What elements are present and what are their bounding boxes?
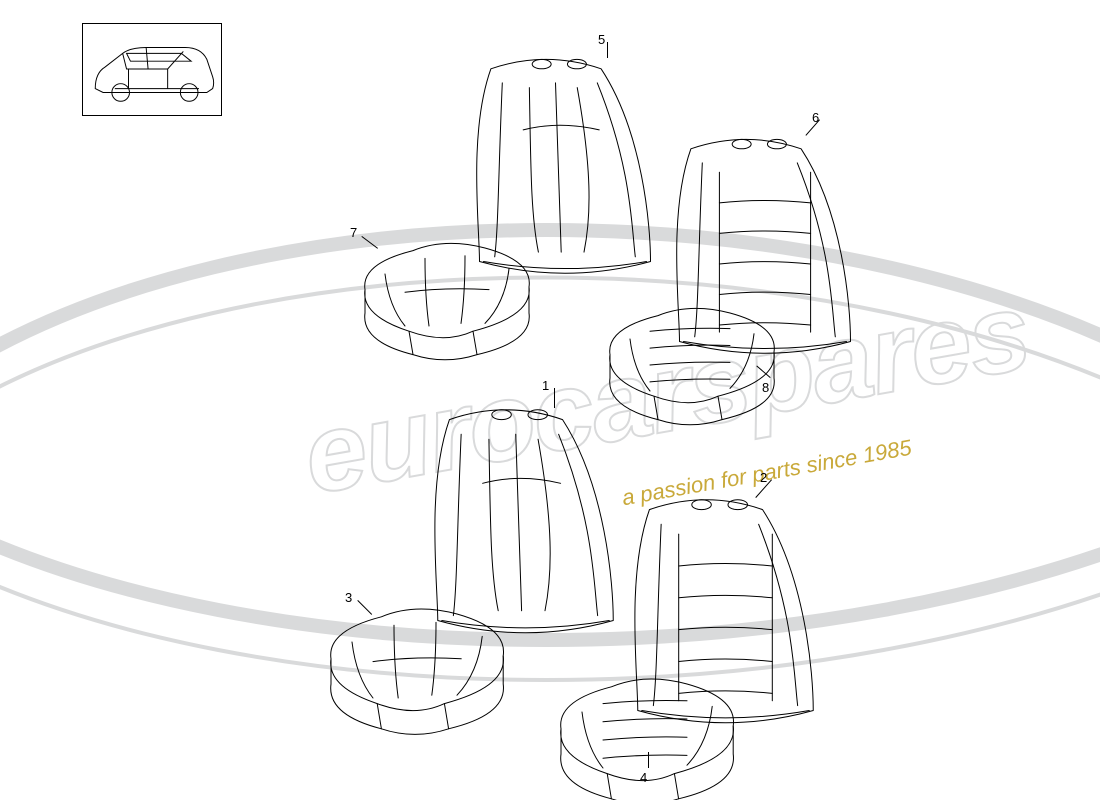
leader-1 — [554, 388, 555, 408]
part-cush3 — [310, 600, 520, 740]
part-cush7 — [345, 235, 545, 365]
callout-4: 4 — [640, 770, 647, 785]
callout-5: 5 — [598, 32, 605, 47]
diagram-canvas: { "canvas": { "width": 1100, "height": 8… — [0, 0, 1100, 800]
callout-2: 2 — [760, 470, 767, 485]
vehicle-thumbnail — [82, 23, 222, 116]
vehicle-thumbnail-drawing — [83, 24, 221, 115]
callout-3: 3 — [345, 590, 352, 605]
leader-5 — [607, 42, 608, 58]
callout-1: 1 — [542, 378, 549, 393]
leader-4 — [648, 752, 649, 768]
callout-8: 8 — [762, 380, 769, 395]
callout-7: 7 — [350, 225, 357, 240]
